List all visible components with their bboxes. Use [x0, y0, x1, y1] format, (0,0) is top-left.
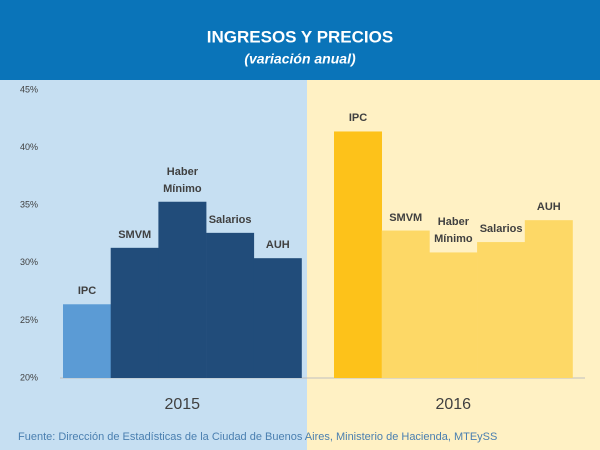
bar	[429, 252, 478, 378]
y-tick-label: 45%	[20, 84, 38, 94]
bar-label: AUH	[265, 239, 290, 252]
bar-label: Salarios	[479, 223, 523, 236]
bar	[110, 247, 159, 378]
y-tick-label: 20%	[20, 372, 38, 382]
chart-subtitle: (variación anual)	[244, 51, 356, 67]
bar	[334, 131, 382, 378]
group-label: 2016	[435, 396, 471, 413]
bar-label: IPC	[77, 285, 97, 298]
bar	[63, 304, 111, 378]
bar-label: SMVM	[389, 211, 423, 224]
bar-label: Haber Mínimo	[434, 216, 473, 246]
chart-title: INGRESOS Y PRECIOS	[207, 27, 393, 46]
y-tick-label: 40%	[20, 142, 38, 152]
bar	[253, 258, 302, 378]
group-label: 2015	[164, 396, 200, 413]
bar-label: Haber Mínimo	[163, 165, 202, 195]
bar	[206, 232, 255, 378]
bar	[477, 242, 526, 378]
header-band	[0, 0, 600, 80]
bar-label: AUH	[536, 201, 561, 214]
y-tick-label: 30%	[20, 257, 38, 267]
source-note: Fuente: Dirección de Estadísticas de la …	[18, 431, 497, 443]
bar	[524, 220, 573, 378]
bar-label: Salarios	[208, 213, 252, 226]
bar-label: IPC	[348, 112, 368, 125]
bar	[158, 201, 207, 378]
y-tick-label: 25%	[20, 315, 38, 325]
bar-label: SMVM	[118, 228, 152, 241]
y-tick-label: 35%	[20, 200, 38, 210]
bar	[381, 230, 430, 378]
